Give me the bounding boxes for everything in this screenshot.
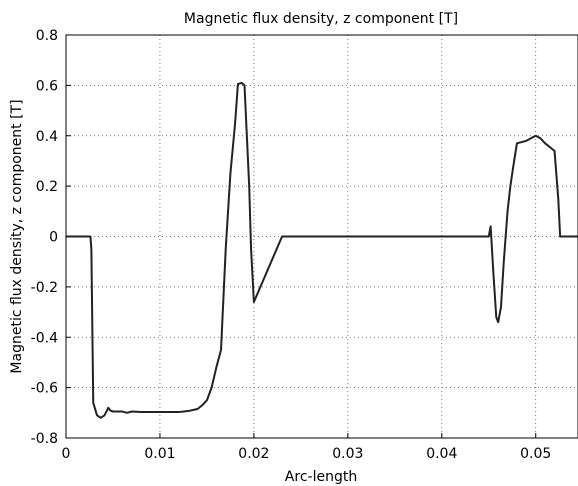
x-tick-label: 0.03 bbox=[332, 446, 363, 462]
x-tick-label: 0.02 bbox=[238, 446, 269, 462]
y-tick-label: -0.2 bbox=[31, 280, 58, 296]
y-tick-label: 0.2 bbox=[36, 179, 58, 195]
axis-ticks: 0 0.01 0.02 0.03 0.04 0.05 -0.8 -0.6 -0.4 -0.2 0 0.… bbox=[31, 28, 552, 462]
y-tick-label: 0.4 bbox=[36, 129, 58, 145]
x-tick-label: 0.04 bbox=[426, 446, 457, 462]
chart-title: Magnetic flux density, z component [T] bbox=[184, 11, 458, 27]
x-axis-label: Arc-length bbox=[285, 469, 357, 485]
x-tick-label: 0 bbox=[62, 446, 71, 462]
x-tick-label: 0.01 bbox=[144, 446, 175, 462]
x-tick-label: 0.05 bbox=[520, 446, 551, 462]
y-tick-label: 0 bbox=[49, 230, 58, 246]
y-axis-label: Magnetic flux density, z component [T] bbox=[9, 99, 25, 373]
plot-frame bbox=[65, 34, 578, 439]
y-tick-label: -0.6 bbox=[31, 381, 58, 397]
y-tick-label: 0.8 bbox=[36, 28, 58, 44]
y-tick-label: -0.4 bbox=[31, 330, 58, 346]
y-tick-label: -0.8 bbox=[31, 431, 58, 447]
series-line bbox=[66, 81, 578, 419]
y-tick-label: 0.6 bbox=[36, 78, 58, 94]
